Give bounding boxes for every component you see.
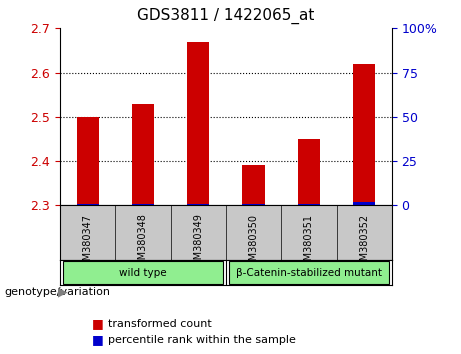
Bar	[132, 204, 154, 205]
Bar	[353, 64, 375, 205]
Text: ■: ■	[92, 333, 104, 346]
Bar	[242, 204, 265, 205]
Bar	[242, 165, 265, 205]
Text: GSM380352: GSM380352	[359, 213, 369, 273]
Text: GSM380350: GSM380350	[248, 213, 259, 273]
Text: GSM380351: GSM380351	[304, 213, 314, 273]
Text: wild type: wild type	[119, 268, 167, 278]
Text: β-Catenin-stabilized mutant: β-Catenin-stabilized mutant	[236, 268, 382, 278]
Text: genotype/variation: genotype/variation	[5, 287, 111, 297]
Text: GSM380347: GSM380347	[83, 213, 93, 273]
Bar	[353, 202, 375, 205]
Text: transformed count: transformed count	[108, 319, 212, 329]
Text: ▶: ▶	[58, 286, 67, 298]
Text: ■: ■	[92, 318, 104, 330]
Bar	[298, 204, 320, 205]
Bar	[77, 117, 99, 205]
Title: GDS3811 / 1422065_at: GDS3811 / 1422065_at	[137, 8, 314, 24]
Bar	[132, 104, 154, 205]
Bar	[77, 204, 99, 205]
FancyBboxPatch shape	[63, 261, 223, 284]
Text: GSM380348: GSM380348	[138, 213, 148, 273]
Bar	[298, 139, 320, 205]
Bar	[187, 42, 209, 205]
Bar	[187, 204, 209, 205]
Text: percentile rank within the sample: percentile rank within the sample	[108, 335, 296, 345]
FancyBboxPatch shape	[229, 261, 389, 284]
Text: GSM380349: GSM380349	[193, 213, 203, 273]
